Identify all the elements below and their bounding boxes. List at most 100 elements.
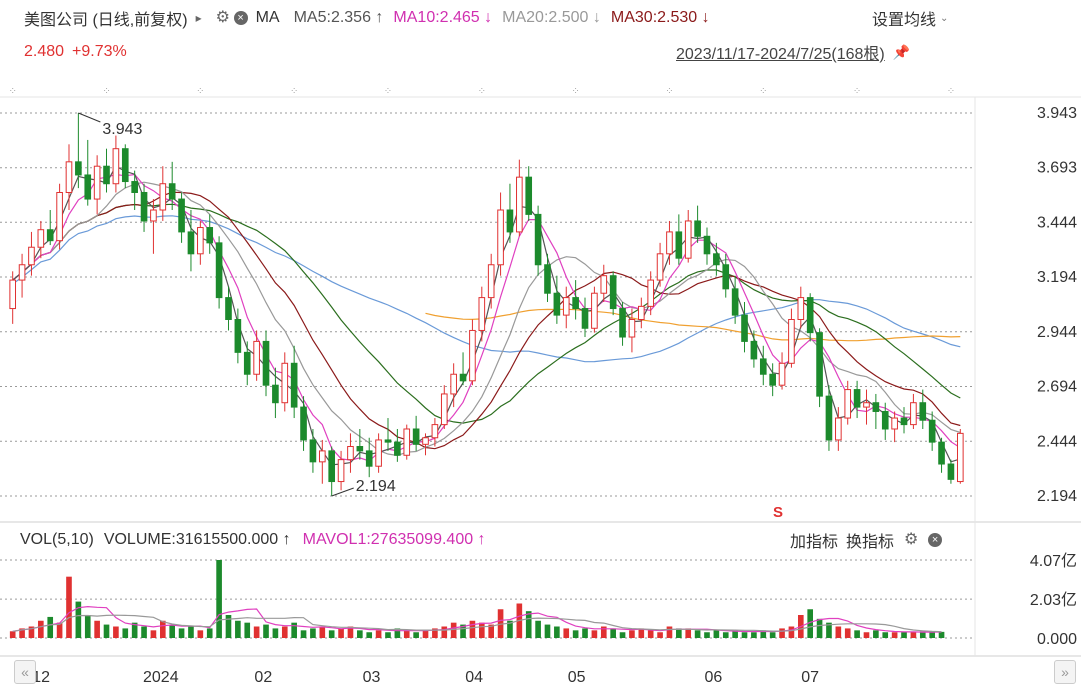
candle-body bbox=[403, 428, 411, 456]
chart-header: 美图公司 (日线,前复权) ▸ ⚙ × MA MA5:2.356 ↑ MA10:… bbox=[24, 8, 720, 29]
gear-icon[interactable]: ⚙ bbox=[215, 9, 230, 26]
candle-body bbox=[56, 191, 63, 242]
candle-body bbox=[731, 288, 739, 316]
volume-bar bbox=[910, 632, 917, 638]
x-tick-label: 12 bbox=[32, 669, 50, 686]
candle-body bbox=[112, 148, 120, 185]
candle-body bbox=[863, 402, 870, 408]
candle-body bbox=[65, 161, 73, 193]
title-arrow-icon[interactable]: ▸ bbox=[195, 11, 202, 25]
volume-bar bbox=[310, 628, 316, 638]
candle-body bbox=[431, 424, 439, 439]
volume-bar bbox=[122, 628, 129, 638]
volume-bar bbox=[216, 560, 222, 638]
candle-body bbox=[778, 362, 786, 386]
candle-body bbox=[281, 362, 289, 404]
volume-bar bbox=[685, 628, 692, 638]
candle-body bbox=[713, 253, 720, 266]
volume-bar bbox=[9, 631, 16, 638]
candle-body bbox=[75, 161, 82, 176]
candle-body bbox=[919, 402, 927, 421]
ma30-line bbox=[12, 191, 961, 450]
ma20-value: MA20:2.500 ↓ bbox=[502, 9, 601, 26]
x-tick-label: 03 bbox=[363, 669, 381, 686]
candle-body bbox=[591, 292, 598, 329]
volume-bar bbox=[338, 628, 344, 638]
pin-icon[interactable]: 📌 bbox=[892, 43, 911, 60]
high-annotation-arrow bbox=[78, 112, 101, 123]
candle-body bbox=[853, 389, 861, 408]
volume-bar bbox=[525, 611, 532, 638]
candle-body bbox=[938, 441, 945, 465]
candle-body bbox=[121, 148, 129, 183]
price-row: 2.480 +9.73% bbox=[24, 42, 127, 62]
volume-bar bbox=[591, 630, 598, 638]
mavol10-line bbox=[12, 614, 942, 633]
candle-body bbox=[872, 402, 880, 412]
volume-bar bbox=[610, 628, 616, 638]
settings-ma-label: 设置均线 bbox=[872, 12, 937, 29]
candle-body bbox=[84, 174, 92, 200]
volume-bar bbox=[244, 622, 251, 638]
volume-bar bbox=[741, 632, 748, 638]
candle-body bbox=[412, 428, 420, 445]
candle-body bbox=[628, 319, 636, 338]
last-price: 2.480 bbox=[24, 43, 65, 60]
candle-body bbox=[394, 441, 401, 456]
x-tick-label: 05 bbox=[568, 669, 586, 686]
candle-body bbox=[178, 198, 185, 233]
x-tick-label: 2024 bbox=[143, 669, 179, 686]
switch-indicator-button[interactable]: 换指标 bbox=[846, 534, 895, 551]
candle-body bbox=[253, 340, 260, 375]
volume-bar bbox=[469, 620, 476, 638]
candle-body bbox=[347, 446, 354, 461]
candle-body bbox=[825, 395, 833, 441]
volume-bar bbox=[722, 632, 729, 638]
volume-bar bbox=[150, 630, 157, 638]
candle-body bbox=[28, 246, 35, 266]
scroll-right-button[interactable]: » bbox=[1054, 660, 1076, 684]
candle-body bbox=[806, 297, 814, 334]
volume-bar bbox=[891, 632, 898, 638]
candle-body bbox=[900, 417, 908, 426]
volume-bar bbox=[103, 624, 110, 638]
gear-icon[interactable]: ⚙ bbox=[904, 531, 919, 548]
candle-body bbox=[225, 297, 232, 321]
volume-tick-label: 0.000 bbox=[1037, 631, 1077, 648]
candle-body bbox=[422, 437, 429, 445]
volume-bar bbox=[657, 632, 663, 638]
candle-body bbox=[684, 220, 692, 259]
candle-body bbox=[9, 279, 17, 310]
volume-bar bbox=[159, 620, 166, 638]
ma10-line bbox=[12, 173, 961, 462]
close-icon[interactable]: × bbox=[233, 11, 248, 25]
add-indicator-button[interactable]: 加指标 bbox=[790, 534, 839, 551]
candle-body bbox=[797, 297, 805, 321]
volume-bar bbox=[826, 622, 832, 638]
volume-bar bbox=[816, 618, 823, 638]
volume-bar bbox=[882, 632, 889, 638]
candle-body bbox=[891, 417, 898, 430]
candle-body bbox=[103, 165, 110, 185]
volume-bar bbox=[197, 630, 204, 638]
candle-body bbox=[722, 264, 730, 290]
scroll-left-button[interactable]: « bbox=[14, 660, 36, 684]
event-marker: ⁘ bbox=[8, 86, 16, 97]
candle-body bbox=[243, 351, 251, 375]
volume-tick-label: 2.03亿 bbox=[1030, 591, 1077, 609]
date-range-row: 2023/11/17-2024/7/25(168根) 📌 bbox=[676, 42, 911, 64]
settings-ma-button[interactable]: 设置均线 ⌄ bbox=[872, 8, 948, 29]
volume-bar bbox=[291, 622, 297, 638]
close-icon[interactable]: × bbox=[928, 533, 943, 547]
volume-bar bbox=[413, 632, 419, 638]
candle-body bbox=[759, 358, 767, 375]
volume-bar bbox=[863, 632, 870, 638]
event-marker: ⁘ bbox=[384, 86, 392, 97]
volume-bar bbox=[66, 576, 72, 638]
y-tick-label: 2.694 bbox=[1037, 379, 1077, 396]
candle-body bbox=[187, 231, 195, 255]
low-annotation: 2.194 bbox=[356, 478, 396, 495]
candle-body bbox=[928, 419, 936, 443]
event-marker: ⁘ bbox=[102, 86, 110, 97]
